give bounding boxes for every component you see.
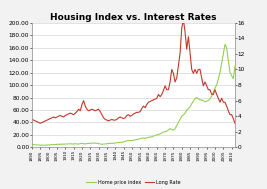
Home price index — [120, 141, 123, 143]
Home price index — [44, 144, 47, 146]
Long Rate — [198, 68, 202, 71]
Long Rate — [44, 120, 47, 122]
Long Rate — [55, 116, 58, 118]
Long Rate — [39, 122, 42, 124]
Line: Home price index: Home price index — [32, 44, 235, 145]
Home price index — [90, 142, 93, 144]
Long Rate — [90, 108, 93, 110]
Home price index — [223, 43, 227, 46]
Long Rate — [182, 19, 185, 21]
Long Rate — [120, 117, 123, 119]
Long Rate — [233, 122, 237, 124]
Legend: Home price index, Long Rate: Home price index, Long Rate — [84, 178, 183, 187]
Line: Long Rate: Long Rate — [32, 20, 235, 123]
Home price index — [197, 98, 200, 100]
Home price index — [233, 65, 237, 67]
Long Rate — [52, 116, 55, 118]
Long Rate — [30, 118, 34, 121]
Home price index — [30, 143, 34, 146]
Title: Housing Index vs. Interest Rates: Housing Index vs. Interest Rates — [50, 13, 217, 22]
Home price index — [55, 143, 58, 146]
Home price index — [42, 144, 45, 146]
Home price index — [52, 143, 55, 146]
